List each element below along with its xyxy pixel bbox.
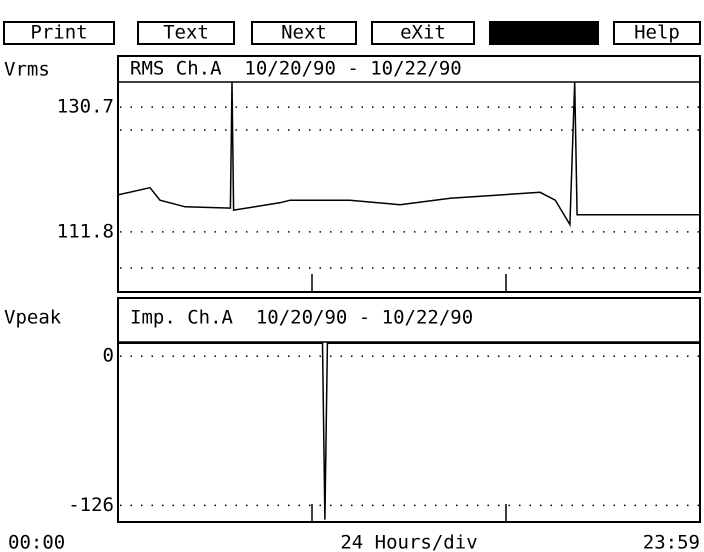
menu-label[interactable]: More	[521, 22, 567, 44]
menu-button[interactable]	[371, 21, 475, 45]
axis-label: Vpeak	[4, 307, 62, 329]
menu-label[interactable]: eXit	[400, 22, 446, 44]
y-tick-label: 130.7	[57, 96, 114, 118]
panel-title: Imp. Ch.A 10/20/90 - 10/22/90	[130, 307, 473, 329]
menu-button[interactable]	[137, 21, 235, 45]
menu-label[interactable]: Next	[281, 22, 327, 44]
menu-button[interactable]	[489, 21, 599, 45]
y-tick-label: 0	[103, 345, 114, 367]
menu-button[interactable]	[3, 21, 115, 45]
x-scale-label: 24 Hours/div	[340, 532, 477, 552]
menu-label[interactable]: Help	[634, 22, 680, 44]
x-start-label: 00:00	[8, 532, 65, 552]
trace	[118, 342, 700, 520]
menu-label[interactable]: Print	[30, 22, 87, 44]
top-panel-frame	[117, 55, 701, 293]
menu-label[interactable]: Text	[163, 22, 209, 44]
menu-button[interactable]	[251, 21, 357, 45]
trace	[117, 81, 700, 228]
y-tick-label: -126	[68, 494, 114, 516]
axis-label: Vrms	[4, 59, 50, 81]
menu-button[interactable]	[613, 21, 701, 45]
x-end-label: 23:59	[643, 532, 700, 552]
bottom-panel-frame	[117, 297, 701, 523]
y-tick-label: 111.8	[57, 220, 114, 242]
panel-title: RMS Ch.A 10/20/90 - 10/22/90	[130, 58, 462, 80]
